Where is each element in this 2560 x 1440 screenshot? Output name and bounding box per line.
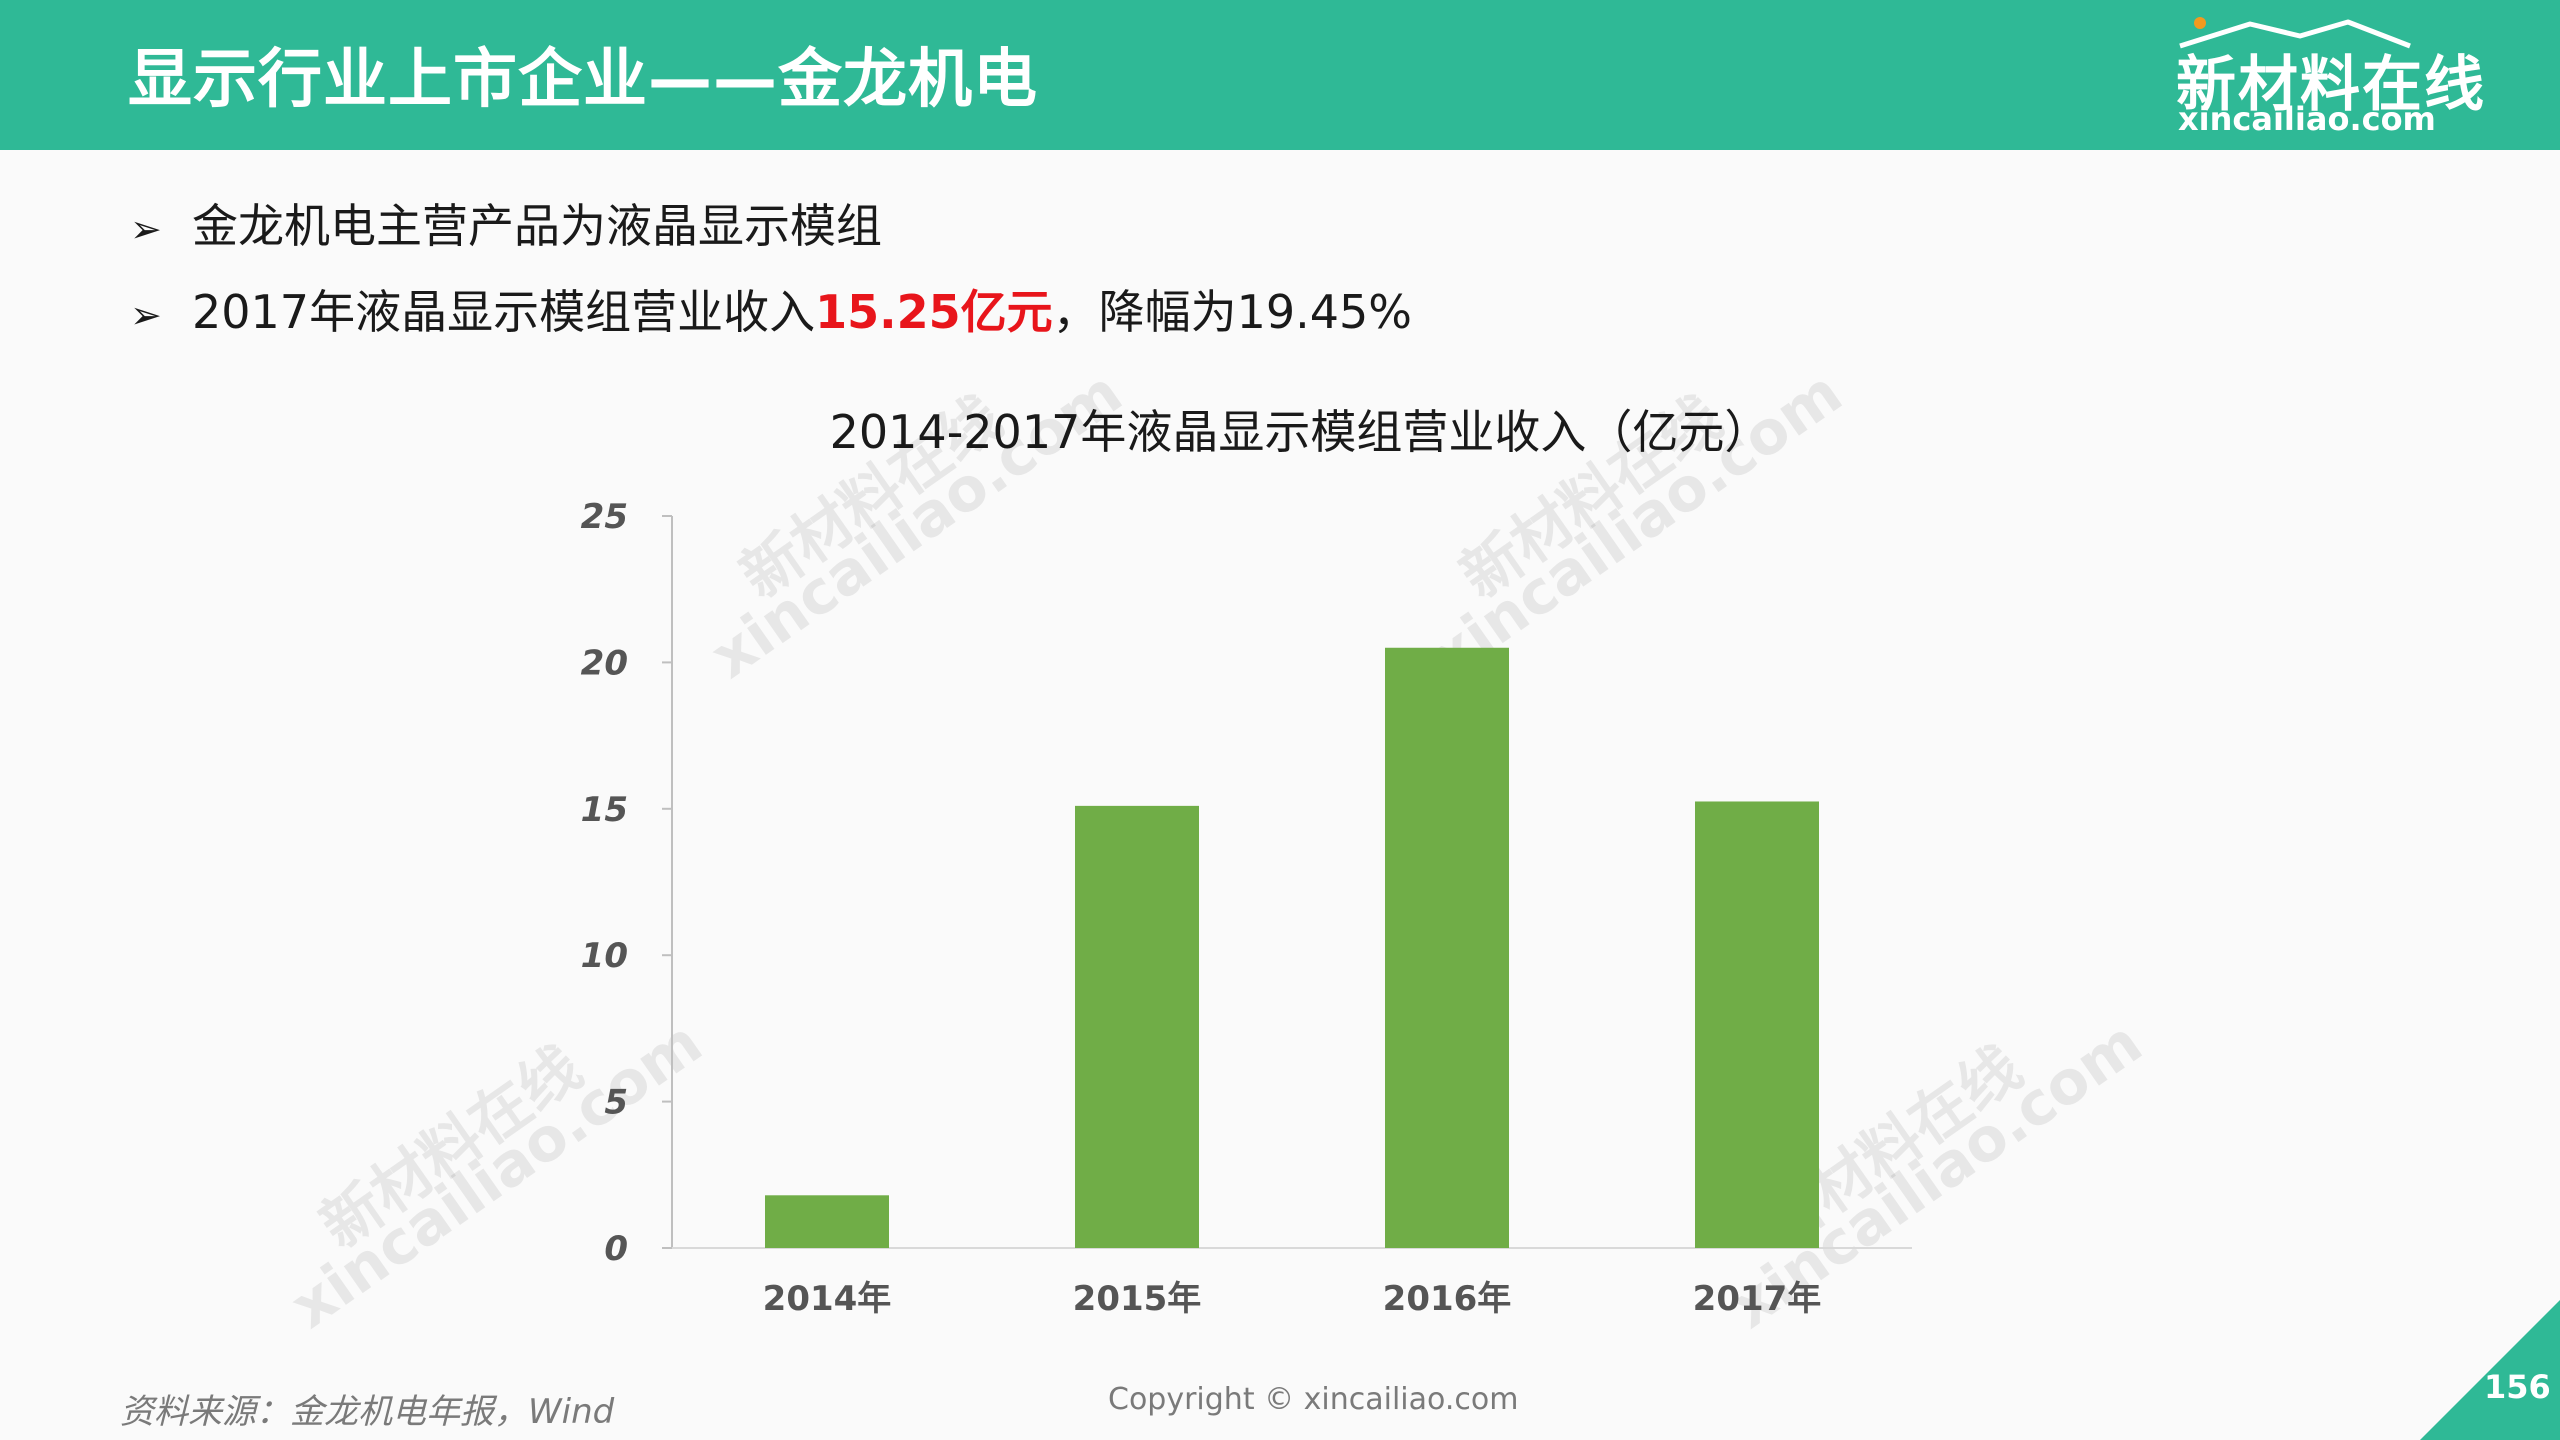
y-tick-label: 0 [604,1229,628,1269]
x-tick-label: 2015年 [1073,1279,1202,1319]
watermark-text: xincailiao.com [278,1008,714,1343]
arrow-bullet-icon: ➢ [130,293,162,337]
logo-text-cn: 新材料在线 [2176,50,2486,120]
watermark-text: xincailiao.com [698,358,1134,693]
bullet-text-prefix: 2017年液晶显示模组营业收入 [192,285,816,339]
y-tick-label: 20 [581,643,628,683]
chart-title: 2014-2017年液晶显示模组营业收入（亿元） [829,405,1771,459]
bullet-text: 金龙机电主营产品为液晶显示模组 [192,199,882,253]
source-note: 资料来源：金龙机电年报，Wind [120,1392,615,1432]
bar [1695,801,1819,1248]
bullet-item: ➢ 2017年液晶显示模组营业收入15.25亿元，降幅为19.45% [130,276,1412,342]
roof-icon [2179,17,2411,49]
x-tick-label: 2014年 [763,1279,892,1319]
copyright-text: Copyright © xincailiao.com [1108,1382,1519,1417]
bar [765,1195,889,1248]
y-tick-label: 15 [581,790,628,830]
corner-decoration [2420,1300,2560,1440]
header-bar: 显示行业上市企业——金龙机电 新材料在线 xincailiao.com [0,0,2560,150]
arrow-bullet-icon: ➢ [130,207,162,251]
bullet-item: ➢ 金龙机电主营产品为液晶显示模组 [130,190,882,256]
bullet-highlight: 15.25亿元 [815,285,1053,339]
y-tick-label: 10 [581,936,628,976]
x-tick-label: 2016年 [1383,1279,1512,1319]
x-tick-label: 2017年 [1693,1279,1822,1319]
y-tick-label: 5 [604,1083,628,1123]
bullet-text-suffix: ，降幅为19.45% [1052,285,1412,339]
bar [1385,647,1509,1248]
page-number: 156 [2484,1368,2551,1406]
logo-text-en: xincailiao.com [2178,100,2436,138]
y-tick-label: 25 [581,497,628,537]
bar [1075,805,1199,1248]
page-title: 显示行业上市企业——金龙机电 [128,43,1038,117]
brand-logo[interactable]: 新材料在线 xincailiao.com [2170,14,2484,138]
watermark-text: xincailiao.com [1418,358,1854,693]
